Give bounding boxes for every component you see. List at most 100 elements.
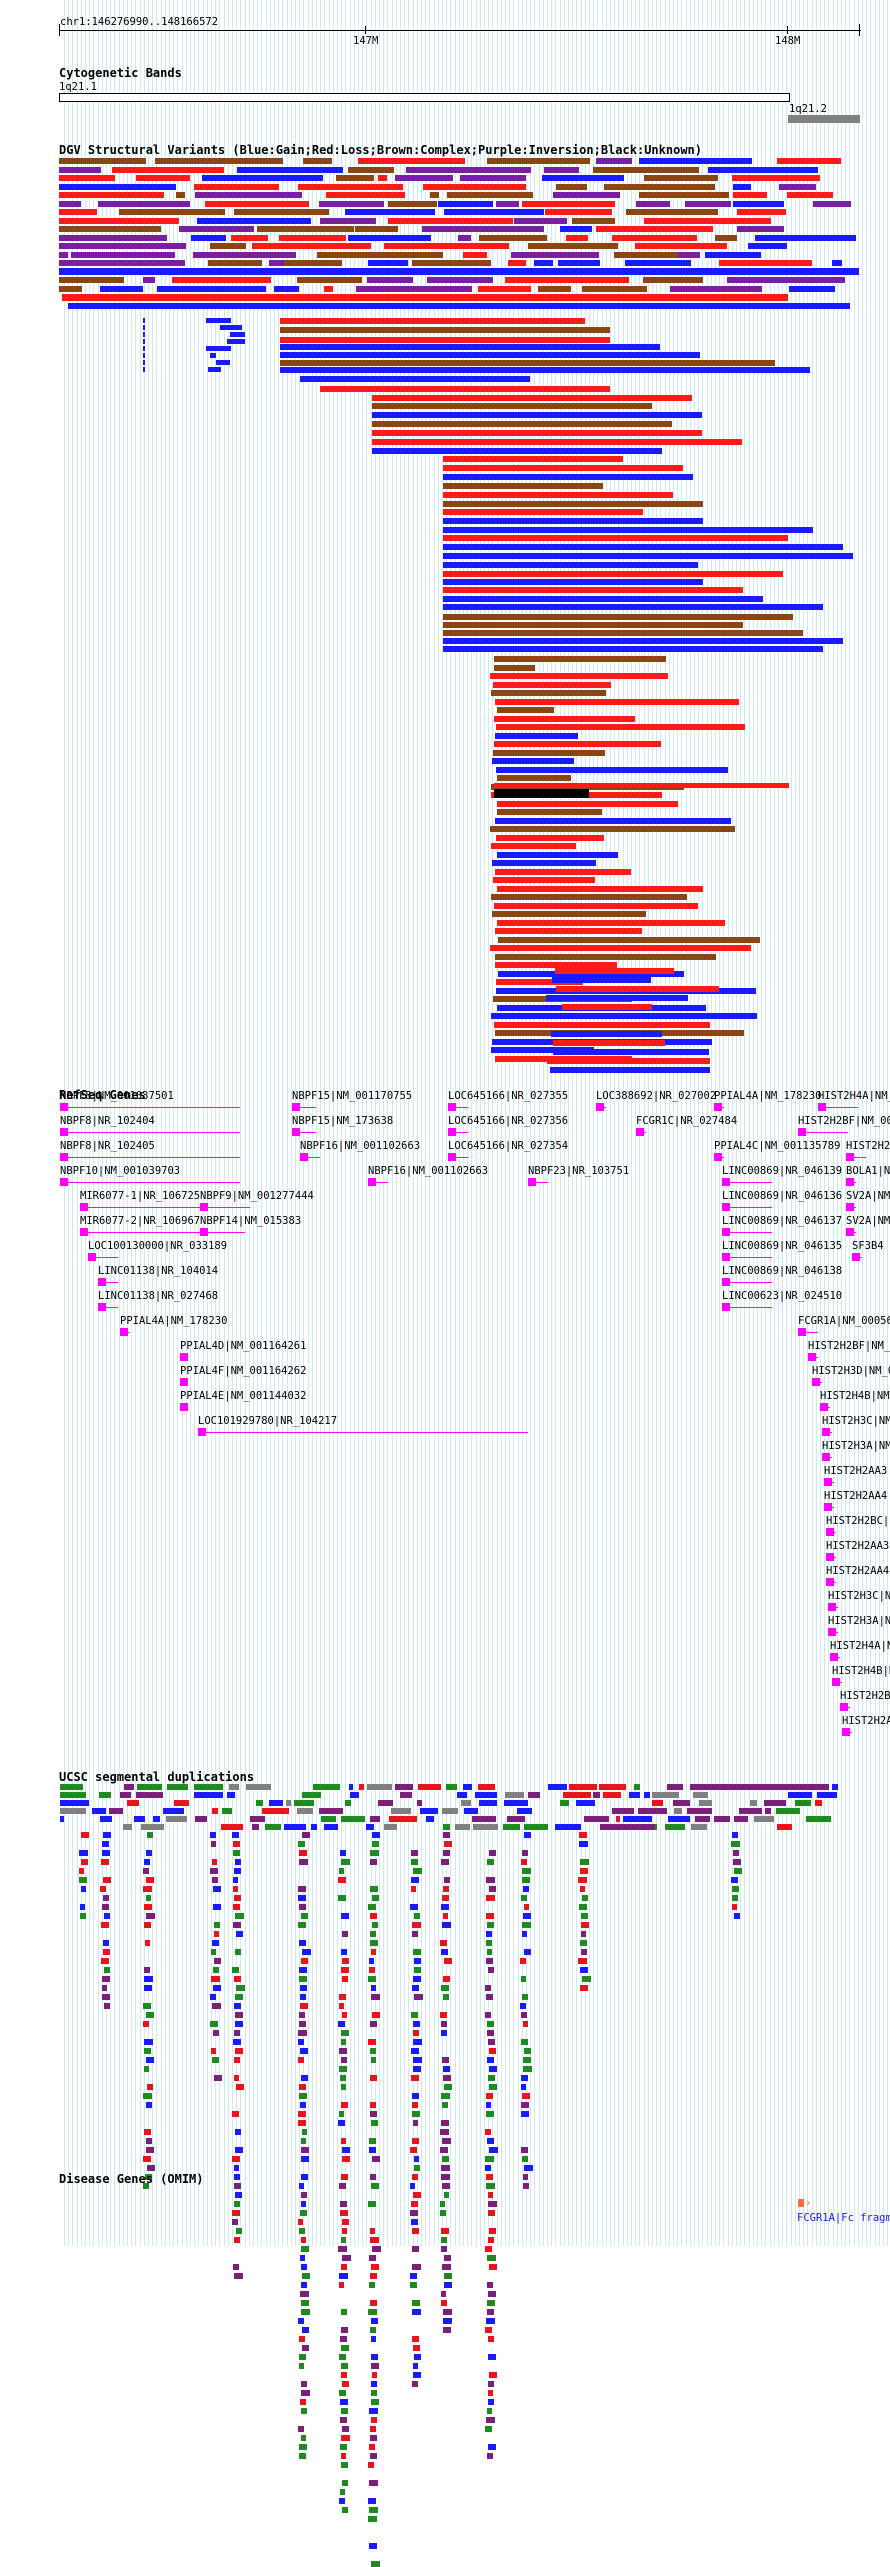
dgv-variant[interactable] [582, 286, 647, 292]
segdup-block[interactable] [579, 1832, 587, 1838]
segdup-block[interactable] [486, 1877, 495, 1883]
segdup-block[interactable] [412, 2309, 421, 2315]
segdup-block[interactable] [479, 1800, 497, 1806]
segdup-block[interactable] [232, 2219, 238, 2225]
dgv-variant[interactable] [614, 252, 678, 258]
segdup-block[interactable] [489, 1850, 496, 1856]
dgv-variant[interactable] [551, 1031, 662, 1037]
refseq-gene-label[interactable]: LOC100130000|NR_033189 [88, 1240, 228, 1252]
dgv-variant[interactable] [406, 167, 531, 173]
dgv-variant[interactable] [497, 775, 571, 781]
segdup-block[interactable] [145, 2174, 152, 2180]
segdup-block[interactable] [339, 1994, 346, 2000]
segdup-block[interactable] [580, 1886, 585, 1892]
segdup-block[interactable] [691, 1824, 707, 1830]
gene-intron-line[interactable] [722, 1207, 772, 1208]
segdup-block[interactable] [410, 2210, 418, 2216]
segdup-block[interactable] [339, 2282, 344, 2288]
segdup-block[interactable] [369, 1958, 374, 1964]
dgv-variant[interactable] [143, 367, 145, 372]
segdup-block[interactable] [79, 1868, 84, 1874]
segdup-block[interactable] [339, 2048, 347, 2054]
segdup-block[interactable] [342, 2012, 347, 2018]
segdup-block[interactable] [410, 2183, 415, 2189]
refseq-gene-label[interactable]: NBPF8|NR_102405 [60, 1140, 155, 1152]
dgv-variant[interactable] [497, 852, 618, 858]
gene-intron-line[interactable] [60, 1182, 240, 1183]
segdup-block[interactable] [299, 2084, 306, 2090]
segdup-block[interactable] [342, 1976, 348, 1982]
dgv-variant[interactable] [443, 571, 783, 577]
segdup-block[interactable] [411, 2201, 418, 2207]
segdup-block[interactable] [236, 1931, 243, 1937]
segdup-block[interactable] [339, 2273, 348, 2279]
segdup-block[interactable] [695, 1816, 710, 1822]
segdup-block[interactable] [102, 1841, 109, 1847]
dgv-variant[interactable] [494, 656, 666, 662]
segdup-block[interactable] [487, 2057, 494, 2063]
dgv-variant[interactable] [372, 439, 742, 445]
refseq-gene-label[interactable]: NBPF16|NM_001102663 [300, 1140, 421, 1152]
dgv-variant[interactable] [494, 903, 698, 909]
segdup-block[interactable] [400, 1792, 412, 1798]
dgv-variant[interactable] [143, 346, 145, 351]
segdup-block[interactable] [441, 2021, 447, 2027]
segdup-block[interactable] [298, 2426, 304, 2432]
refseq-gene-label[interactable]: HIST2H4A|NM_ [818, 1090, 890, 1102]
dgv-variant[interactable] [372, 395, 692, 401]
segdup-block[interactable] [411, 2012, 418, 2018]
gene-intron-line[interactable] [722, 1182, 772, 1183]
refseq-gene-label[interactable]: HIST2H3C|NM [828, 1590, 890, 1602]
segdup-block[interactable] [473, 1824, 498, 1830]
segdup-block[interactable] [340, 2210, 348, 2216]
segdup-block[interactable] [522, 1877, 530, 1883]
segdup-block[interactable] [486, 2417, 495, 2423]
dgv-variant[interactable] [511, 252, 599, 258]
segdup-block[interactable] [369, 2408, 378, 2414]
segdup-block[interactable] [576, 1800, 595, 1806]
dgv-variant[interactable] [497, 886, 703, 892]
segdup-block[interactable] [146, 2057, 154, 2063]
segdup-block[interactable] [342, 1931, 348, 1937]
refseq-gene-label[interactable]: LOC388692|NR_027002 [596, 1090, 717, 1102]
dgv-variant[interactable] [546, 995, 688, 1001]
segdup-block[interactable] [523, 1913, 531, 1919]
dgv-variant[interactable] [495, 962, 617, 968]
refseq-gene-label[interactable]: HIST2H2BF|NM_00 [798, 1115, 890, 1127]
segdup-block[interactable] [235, 2129, 241, 2135]
dgv-variant[interactable] [422, 226, 544, 232]
segdup-block[interactable] [371, 2336, 376, 2342]
segdup-block[interactable] [370, 1931, 376, 1937]
segdup-block[interactable] [579, 1904, 587, 1910]
segdup-block[interactable] [440, 2129, 449, 2135]
segdup-block[interactable] [522, 1868, 531, 1874]
segdup-block[interactable] [235, 2048, 243, 2054]
segdup-block[interactable] [345, 1800, 351, 1806]
segdup-block[interactable] [487, 2453, 493, 2459]
segdup-block[interactable] [413, 1868, 422, 1874]
segdup-block[interactable] [795, 1800, 811, 1806]
segdup-block[interactable] [370, 2102, 376, 2108]
segdup-block[interactable] [300, 2048, 308, 2054]
segdup-block[interactable] [265, 1824, 281, 1830]
segdup-block[interactable] [489, 2084, 497, 2090]
segdup-block[interactable] [487, 2309, 494, 2315]
dgv-variant[interactable] [737, 209, 786, 215]
dgv-variant[interactable] [813, 201, 851, 207]
segdup-block[interactable] [410, 2273, 417, 2279]
dgv-variant[interactable] [553, 192, 620, 198]
dgv-variant[interactable] [443, 604, 823, 610]
segdup-block[interactable] [372, 2372, 377, 2378]
dgv-variant[interactable] [596, 226, 713, 232]
dgv-variant[interactable] [478, 286, 531, 292]
gene-intron-line[interactable] [60, 1107, 240, 1108]
gene-intron-line[interactable] [818, 1107, 858, 1108]
segdup-block[interactable] [252, 1824, 259, 1830]
segdup-block[interactable] [714, 1816, 730, 1822]
segdup-block[interactable] [60, 1792, 86, 1798]
segdup-block[interactable] [366, 1824, 374, 1830]
segdup-block[interactable] [147, 2165, 155, 2171]
segdup-block[interactable] [341, 2363, 348, 2369]
gene-exon[interactable] [200, 1228, 208, 1236]
segdup-block[interactable] [144, 1922, 151, 1928]
